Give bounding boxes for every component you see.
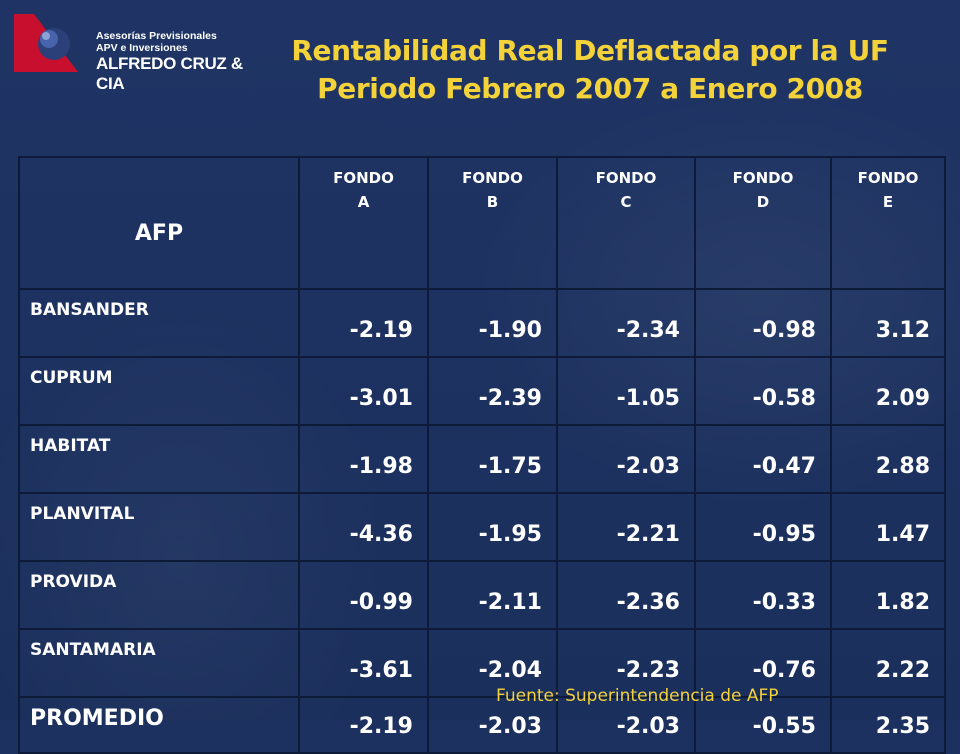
table-cell: -2.21 — [556, 492, 696, 562]
table-cell: -0.95 — [694, 492, 832, 562]
table-row: SANTAMARIA -3.61 -2.04 -2.23 -0.76 2.22 — [18, 628, 946, 698]
afp-name: BANSANDER — [18, 288, 300, 358]
table-cell: -1.05 — [556, 356, 696, 426]
table-cell: -1.75 — [427, 424, 558, 494]
table-cell: -1.90 — [427, 288, 558, 358]
company-logo: Asesorías Previsionales APV e Inversione… — [14, 14, 274, 93]
table-cell: -0.58 — [694, 356, 832, 426]
average-cell: 2.35 — [830, 696, 946, 754]
average-cell: -2.19 — [298, 696, 429, 754]
header-fund-e: FONDO E — [830, 156, 946, 290]
page-title: Rentabilidad Real Deflactada por la UF P… — [240, 32, 940, 108]
logo-mark-icon — [14, 14, 78, 72]
table-cell: -2.11 — [427, 560, 558, 630]
table-cell: 1.47 — [830, 492, 946, 562]
logo-line-1: Asesorías Previsionales — [96, 30, 217, 42]
table-row: CUPRUM -3.01 -2.39 -1.05 -0.58 2.09 — [18, 356, 946, 426]
returns-table: AFP FONDO A FONDO B FONDO C FONDO D FONDO E B… — [18, 156, 946, 754]
afp-name: PROVIDA — [18, 560, 300, 630]
logo-line-3: ALFREDO CRUZ & CIA — [96, 54, 243, 93]
table-header-row: AFP FONDO A FONDO B FONDO C FONDO D FONDO E — [18, 156, 946, 290]
table-row: HABITAT -1.98 -1.75 -2.03 -0.47 2.88 — [18, 424, 946, 494]
afp-name: HABITAT — [18, 424, 300, 494]
table-cell: 1.82 — [830, 560, 946, 630]
table-cell: -0.98 — [694, 288, 832, 358]
title-line-1: Rentabilidad Real Deflactada por la UF — [291, 34, 889, 67]
table-cell: 3.12 — [830, 288, 946, 358]
header-fund-c: FONDO C — [556, 156, 696, 290]
header-fund-a: FONDO A — [298, 156, 429, 290]
header-fund-d: FONDO D — [694, 156, 832, 290]
source-note: Fuente: Superintendencia de AFP — [496, 686, 779, 706]
logo-line-2: APV e Inversiones — [96, 42, 188, 54]
table-row: BANSANDER -2.19 -1.90 -2.34 -0.98 3.12 — [18, 288, 946, 358]
average-label: PROMEDIO — [18, 696, 300, 754]
table-cell: -2.04 — [427, 628, 558, 698]
table-row: PROVIDA -0.99 -2.11 -2.36 -0.33 1.82 — [18, 560, 946, 630]
table-cell: -2.23 — [556, 628, 696, 698]
average-row: PROMEDIO -2.19 -2.03 -2.03 -0.55 2.35 — [18, 696, 946, 754]
header-afp: AFP — [18, 156, 300, 290]
table-row: PLANVITAL -4.36 -1.95 -2.21 -0.95 1.47 — [18, 492, 946, 562]
table-cell: -1.95 — [427, 492, 558, 562]
table-cell: -3.61 — [298, 628, 429, 698]
table-cell: -2.19 — [298, 288, 429, 358]
table-cell: -2.03 — [556, 424, 696, 494]
table-cell: -4.36 — [298, 492, 429, 562]
table-cell: 2.88 — [830, 424, 946, 494]
afp-name: SANTAMARIA — [18, 628, 300, 698]
header-fund-b: FONDO B — [427, 156, 558, 290]
table-cell: -0.76 — [694, 628, 832, 698]
table-cell: -1.98 — [298, 424, 429, 494]
afp-name: CUPRUM — [18, 356, 300, 426]
table-cell: -2.36 — [556, 560, 696, 630]
title-line-2: Periodo Febrero 2007 a Enero 2008 — [317, 72, 863, 105]
table-cell: 2.09 — [830, 356, 946, 426]
table-cell: -0.33 — [694, 560, 832, 630]
table-cell: -0.99 — [298, 560, 429, 630]
table-cell: -3.01 — [298, 356, 429, 426]
table-cell: -2.39 — [427, 356, 558, 426]
table-cell: -0.47 — [694, 424, 832, 494]
table-cell: -2.34 — [556, 288, 696, 358]
table-cell: 2.22 — [830, 628, 946, 698]
afp-name: PLANVITAL — [18, 492, 300, 562]
